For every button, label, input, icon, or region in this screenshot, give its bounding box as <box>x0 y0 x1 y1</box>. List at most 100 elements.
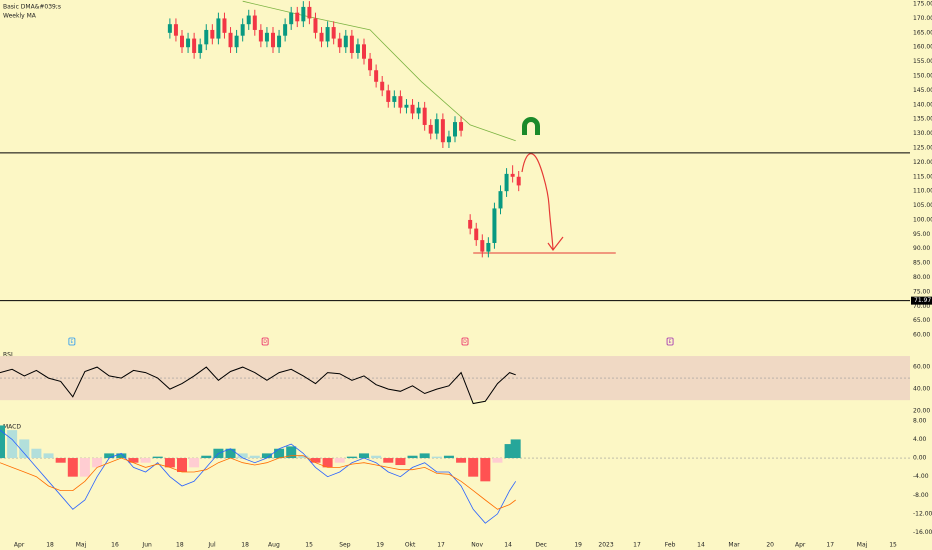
x-tick-label: 18 <box>241 542 249 549</box>
x-tick-label: Dec <box>535 542 547 549</box>
histogram-bar <box>480 458 491 482</box>
candle-body <box>428 124 433 134</box>
candle-body <box>216 18 221 39</box>
x-tick-label: 20 <box>766 542 774 549</box>
x-tick-label: Sep <box>339 542 351 549</box>
histogram-bar <box>371 455 382 459</box>
histogram-bar <box>55 458 66 463</box>
y-tick-label: 4.00 <box>913 436 927 443</box>
x-tick-label: 15 <box>305 542 313 549</box>
x-tick-label: Jun <box>141 542 152 549</box>
y-tick-label: 125.00 <box>913 144 932 151</box>
candle-body <box>386 90 391 102</box>
candle-body <box>362 44 366 59</box>
candle-body <box>192 38 197 53</box>
y-tick-label: 0.00 <box>913 455 927 462</box>
x-tick-label: 14 <box>697 542 705 549</box>
y-tick-label: 175.00 <box>913 1 932 8</box>
histogram-bar <box>128 458 139 463</box>
candle-body <box>510 173 515 177</box>
y-tick-label: 155.00 <box>913 58 932 65</box>
candle-body <box>398 96 403 108</box>
candle-body <box>474 228 479 241</box>
histogram-bar <box>225 448 236 459</box>
y-tick-label: 140.00 <box>913 101 932 108</box>
histogram-bar <box>456 458 467 463</box>
y-tick-label: 100.00 <box>913 216 932 223</box>
histogram-bar <box>189 458 200 468</box>
x-tick-label: 2023 <box>598 542 613 549</box>
y-tick-label: 85.00 <box>913 260 930 267</box>
x-tick-label: 15 <box>889 542 897 549</box>
candle-body <box>277 35 282 48</box>
signal-line <box>0 455 516 510</box>
histogram-bar <box>164 458 175 468</box>
histogram-bar <box>79 458 90 477</box>
candle-body <box>313 18 318 33</box>
histogram-bar <box>468 458 479 477</box>
histogram-bar <box>359 453 369 459</box>
event-marker <box>261 337 269 346</box>
histogram-bar <box>177 458 187 473</box>
x-tick-label: 19 <box>376 542 384 549</box>
y-tick-label: 110.00 <box>913 188 932 195</box>
x-tick-label: 16 <box>111 542 119 549</box>
y-tick-label: 95.00 <box>913 231 930 238</box>
histogram-bar <box>152 456 163 459</box>
x-tick-label: Maj <box>76 542 87 549</box>
histogram-bar <box>504 444 515 459</box>
candle-body <box>234 35 239 48</box>
histogram-bar <box>334 458 345 463</box>
candle-body <box>167 24 172 33</box>
candle-body <box>504 173 509 192</box>
histogram-bar <box>67 458 78 477</box>
candle-body <box>468 219 473 229</box>
candle-body <box>498 191 503 209</box>
y-tick-label: -4.00 <box>913 473 929 480</box>
candle-body <box>295 12 300 22</box>
candle-body <box>289 12 294 25</box>
x-tick-label: 17 <box>826 542 834 549</box>
histogram-bar <box>249 455 260 459</box>
y-tick-label: 65.00 <box>913 317 930 324</box>
candle-body <box>283 24 288 36</box>
x-tick-label: Feb <box>665 542 676 549</box>
level-label: 71.97 <box>914 297 931 304</box>
candle-body <box>198 44 203 53</box>
candle-body <box>240 24 245 36</box>
y-tick-label: 75.00 <box>913 288 930 295</box>
y-tick-label: 120.00 <box>913 159 932 166</box>
histogram-bar <box>395 458 406 466</box>
arrow-head <box>547 236 564 252</box>
event-marker <box>68 337 76 346</box>
candle-body <box>368 58 373 71</box>
candle-body <box>246 15 251 25</box>
ma-label: Weekly MA <box>3 13 37 20</box>
candle-body <box>301 6 306 22</box>
candle-body <box>228 32 233 48</box>
candle-body <box>486 242 491 252</box>
candle-body <box>186 38 191 48</box>
y-tick-label: 150.00 <box>913 73 932 80</box>
y-tick-label: 165.00 <box>913 29 932 36</box>
y-tick-label: 170.00 <box>913 15 932 22</box>
x-tick-label: 14 <box>504 542 512 549</box>
event-label: D <box>263 339 267 345</box>
candle-body <box>307 6 312 19</box>
x-tick-label: 19 <box>574 542 582 549</box>
histogram-bar <box>286 446 297 459</box>
candle-body <box>331 27 336 39</box>
candle-body <box>459 122 464 131</box>
macd-title: MACD <box>3 424 21 431</box>
candle-body <box>422 107 427 125</box>
histogram-bar <box>92 458 103 468</box>
candle-body <box>271 32 275 48</box>
y-tick-label: 60.00 <box>913 332 930 339</box>
candle-body <box>325 27 330 42</box>
candle-body <box>392 96 397 102</box>
histogram-bar <box>431 456 442 459</box>
histogram-bar <box>510 439 521 459</box>
drawn-arrow <box>521 153 554 250</box>
histogram-bar <box>346 456 357 459</box>
candle-body <box>355 44 360 53</box>
